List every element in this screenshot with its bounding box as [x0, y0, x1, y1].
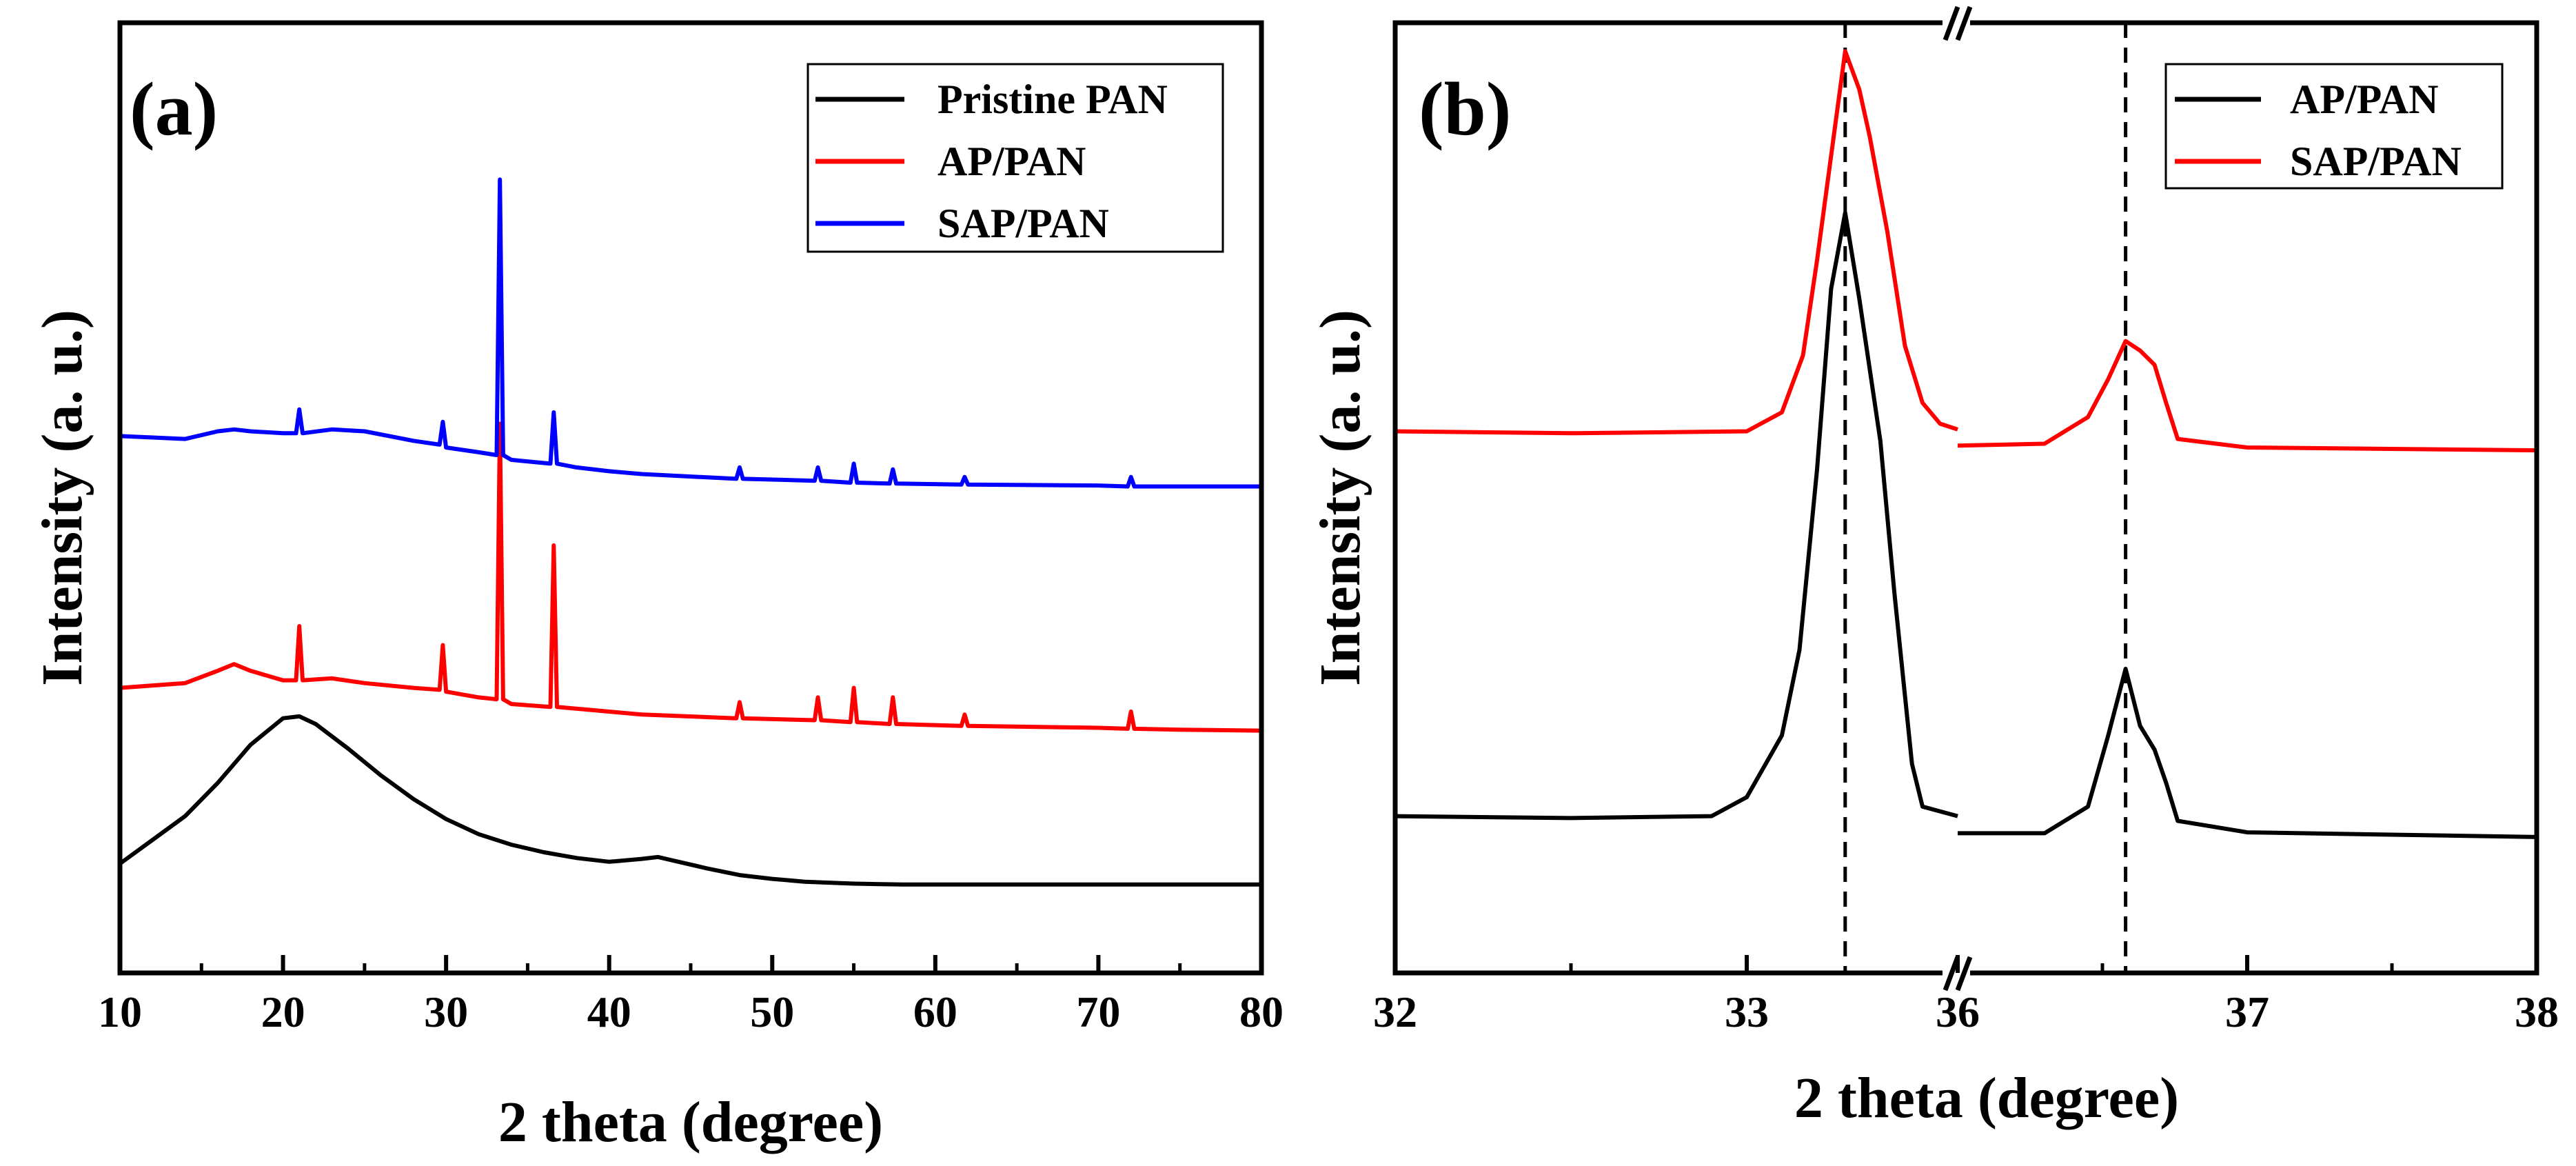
panel-a-series	[120, 179, 1261, 884]
x-tick-label-40: 40	[587, 987, 631, 1036]
legend-label-b-ap-pan: AP/PAN	[2290, 77, 2439, 122]
panel-b-legend: AP/PAN SAP/PAN	[2166, 64, 2502, 188]
legend-label-ap-pan: AP/PAN	[937, 139, 1086, 184]
panel-a-ticks: 10 20 30 40 50 60 70 80	[98, 955, 1284, 1036]
series-line-right-ap-pan	[1958, 669, 2537, 837]
b-x-tick-label-33: 33	[1725, 987, 1769, 1036]
x-tick-label-50: 50	[750, 987, 794, 1036]
series-line-right-sap-pan	[1958, 341, 2537, 450]
panel-b-xlabel: 2 theta (degree)	[1794, 1066, 2179, 1130]
panel-a-legend: Pristine PAN AP/PAN SAP/PAN	[808, 64, 1223, 252]
legend-label-sap-pan: SAP/PAN	[937, 201, 1109, 246]
panel-a: 10 20 30 40 50 60 70 80 (a) 2 theta (degree) In…	[30, 23, 1284, 1154]
series-line-pristine-pan	[120, 716, 1261, 885]
panel-a-xlabel: 2 theta (degree)	[498, 1090, 883, 1154]
x-tick-label-60: 60	[913, 987, 957, 1036]
xrd-figure: 10 20 30 40 50 60 70 80 (a) 2 theta (degree) In…	[0, 0, 2576, 1166]
panel-b-label: (b)	[1419, 67, 1511, 151]
b-x-tick-label-32: 32	[1373, 987, 1417, 1036]
x-tick-label-10: 10	[98, 987, 142, 1036]
x-tick-label-70: 70	[1076, 987, 1120, 1036]
x-tick-label-30: 30	[424, 987, 468, 1036]
b-x-tick-label-37: 37	[2225, 987, 2269, 1036]
legend-label-pristine-pan: Pristine PAN	[937, 77, 1168, 122]
series-line-left-ap-pan	[1395, 213, 1958, 818]
series-line-ap-pan	[120, 424, 1261, 731]
panel-b-ylabel: Intensity (a. u.)	[1308, 310, 1372, 686]
axis-break-top	[1943, 7, 1970, 40]
x-tick-label-80: 80	[1239, 987, 1284, 1036]
panel-a-label: (a)	[130, 67, 218, 151]
b-x-tick-label-38: 38	[2515, 987, 2559, 1036]
b-x-tick-label-36: 36	[1936, 987, 1980, 1036]
panel-b: 32 33 36 37 38 (b) 2 theta (degree) Intensit…	[1308, 7, 2559, 1130]
panel-a-ylabel: Intensity (a. u.)	[30, 310, 94, 686]
x-tick-label-20: 20	[261, 987, 305, 1036]
legend-label-b-sap-pan: SAP/PAN	[2290, 139, 2462, 184]
